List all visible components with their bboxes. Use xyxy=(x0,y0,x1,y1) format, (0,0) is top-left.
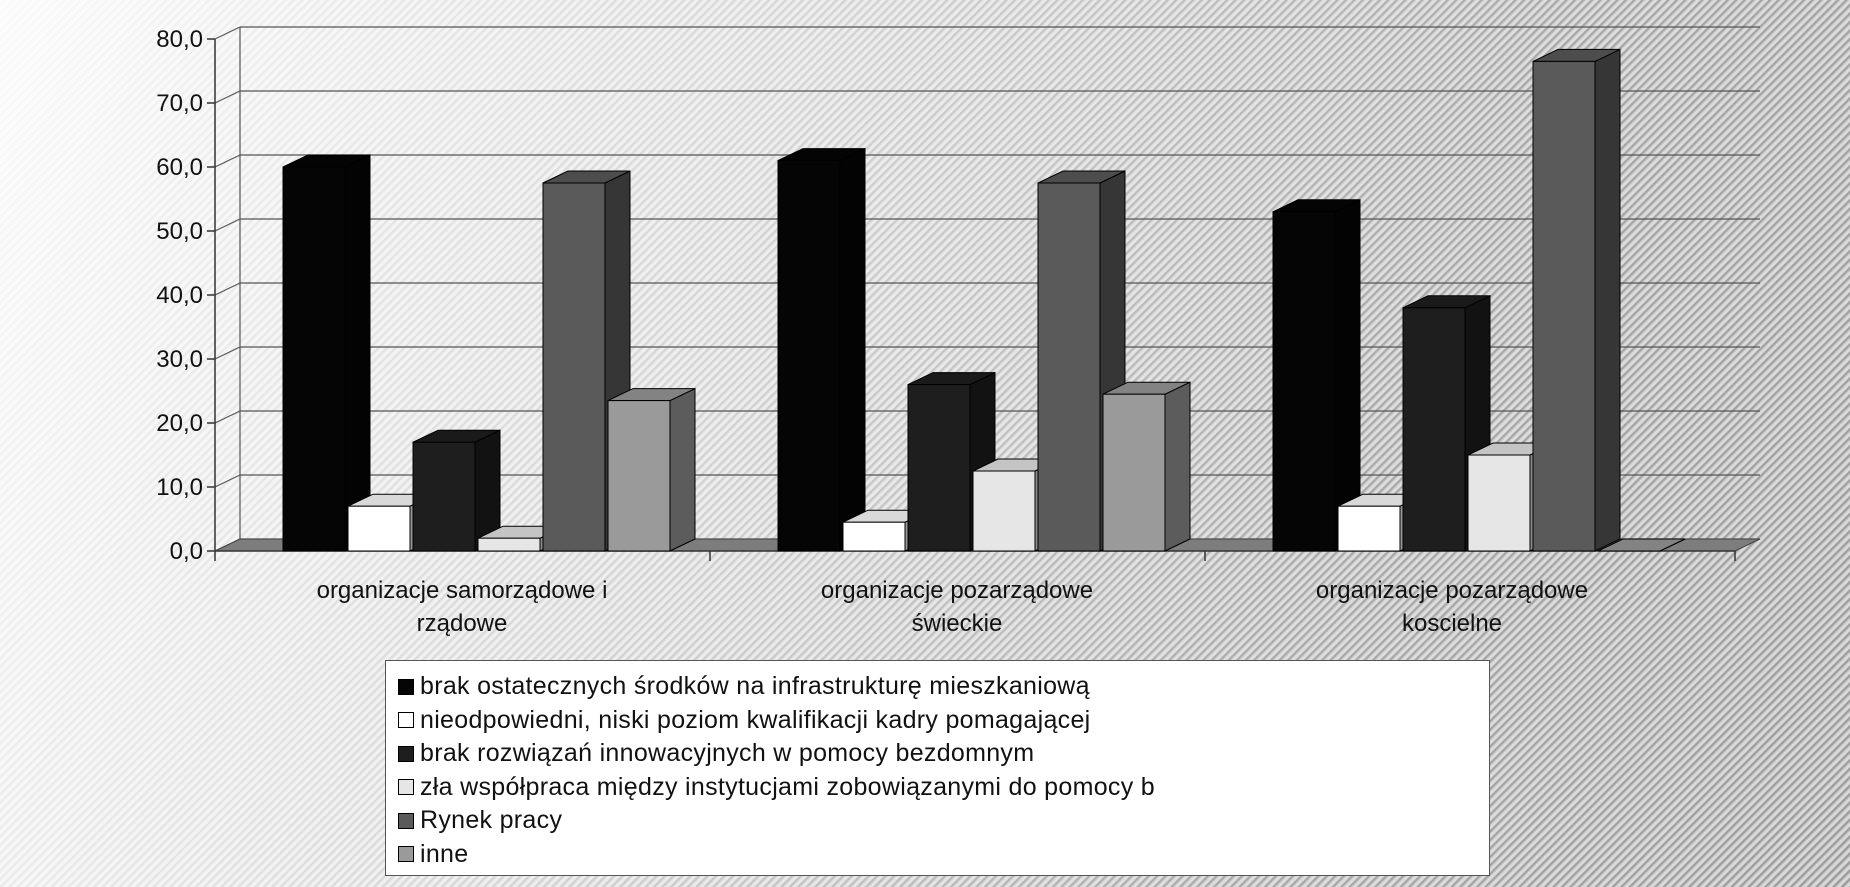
legend-item: Rynek pracy xyxy=(398,804,1489,838)
bar xyxy=(1402,295,1491,552)
legend-item: brak ostatecznych środków na infrastrukt… xyxy=(398,670,1489,704)
legend: brak ostatecznych środków na infrastrukt… xyxy=(385,660,1490,876)
legend-label: brak ostatecznych środków na infrastrukt… xyxy=(420,672,1090,701)
y-tick-label: 60,0 xyxy=(156,154,203,181)
legend-item: inne xyxy=(398,838,1489,872)
bar-side xyxy=(839,147,866,552)
category-label: organizacje samorządowe i rządowe xyxy=(317,577,608,637)
y-tick-label: 20,0 xyxy=(156,410,203,437)
bar xyxy=(1102,381,1191,552)
legend-swatch xyxy=(398,812,414,829)
bar xyxy=(1597,538,1686,552)
legend-item: nieodpowiedni, niski poziom kwalifikacji… xyxy=(398,704,1489,738)
y-tick-label: 0,0 xyxy=(170,538,203,565)
bar-side xyxy=(344,154,371,552)
bar-front xyxy=(1102,393,1166,552)
bar-front xyxy=(347,505,411,552)
gridline-side xyxy=(214,282,241,296)
bar-front xyxy=(907,384,971,552)
gridline-side xyxy=(214,474,241,488)
bar xyxy=(282,154,371,552)
bar-front xyxy=(477,537,541,552)
bar-front xyxy=(607,400,671,552)
legend-swatch xyxy=(398,678,414,695)
gridline-side xyxy=(214,90,241,104)
bar xyxy=(607,387,696,552)
bar-front xyxy=(1467,454,1531,552)
bar-front xyxy=(777,160,841,552)
bar-front xyxy=(542,182,606,552)
bar-front xyxy=(1337,505,1401,552)
bar-front xyxy=(1532,60,1596,552)
bar xyxy=(1532,48,1621,552)
gridline-side xyxy=(214,26,241,40)
axis-labels: 0,0 10,0 20,0 30,0 40,0 50,0 60,0 70,0 80,0 organ… xyxy=(156,26,1588,637)
gridline-side xyxy=(214,218,241,232)
bar-front xyxy=(282,166,346,552)
bar-front xyxy=(972,470,1036,552)
legend-label: zła współpraca między instytucjami zobow… xyxy=(420,772,1155,801)
y-tick-label: 10,0 xyxy=(156,474,203,501)
bar xyxy=(777,147,866,552)
gridline-side xyxy=(214,154,241,168)
legend-swatch xyxy=(398,712,414,729)
legend-swatch xyxy=(398,779,414,796)
gridline-side xyxy=(214,410,241,424)
bar xyxy=(412,429,501,552)
legend-item: brak rozwiązań innowacyjnych w pomocy be… xyxy=(398,737,1489,771)
gridline-side xyxy=(214,346,241,360)
bar-front xyxy=(412,441,476,552)
y-tick-label: 30,0 xyxy=(156,346,203,373)
legend-label: brak rozwiązań innowacyjnych w pomocy be… xyxy=(420,739,1035,768)
bar xyxy=(1272,199,1361,552)
bar-side xyxy=(669,387,696,552)
y-tick-label: 50,0 xyxy=(156,218,203,245)
legend-swatch xyxy=(398,846,414,863)
category-label: organizacje pozarządowe koscielne xyxy=(1316,577,1588,637)
legend-swatch xyxy=(398,745,414,762)
bar-front xyxy=(1272,211,1336,552)
y-tick-label: 40,0 xyxy=(156,282,203,309)
bar-top xyxy=(1597,538,1686,552)
legend-item: zła współpraca między instytucjami zobow… xyxy=(398,771,1489,805)
bar-side xyxy=(1164,381,1191,552)
bar-front xyxy=(1037,182,1101,552)
bar-side xyxy=(1594,48,1621,552)
y-tick-label: 70,0 xyxy=(156,90,203,117)
category-label: organizacje pozarządowe świeckie xyxy=(821,577,1093,637)
legend-label: inne xyxy=(420,839,469,868)
bar-front xyxy=(1402,307,1466,552)
legend-label: Rynek pracy xyxy=(420,806,563,835)
bar-front xyxy=(842,521,906,552)
y-tick-label: 80,0 xyxy=(156,26,203,53)
bars xyxy=(282,48,1686,552)
legend-label: nieodpowiedni, niski poziom kwalifikacji… xyxy=(420,705,1091,734)
